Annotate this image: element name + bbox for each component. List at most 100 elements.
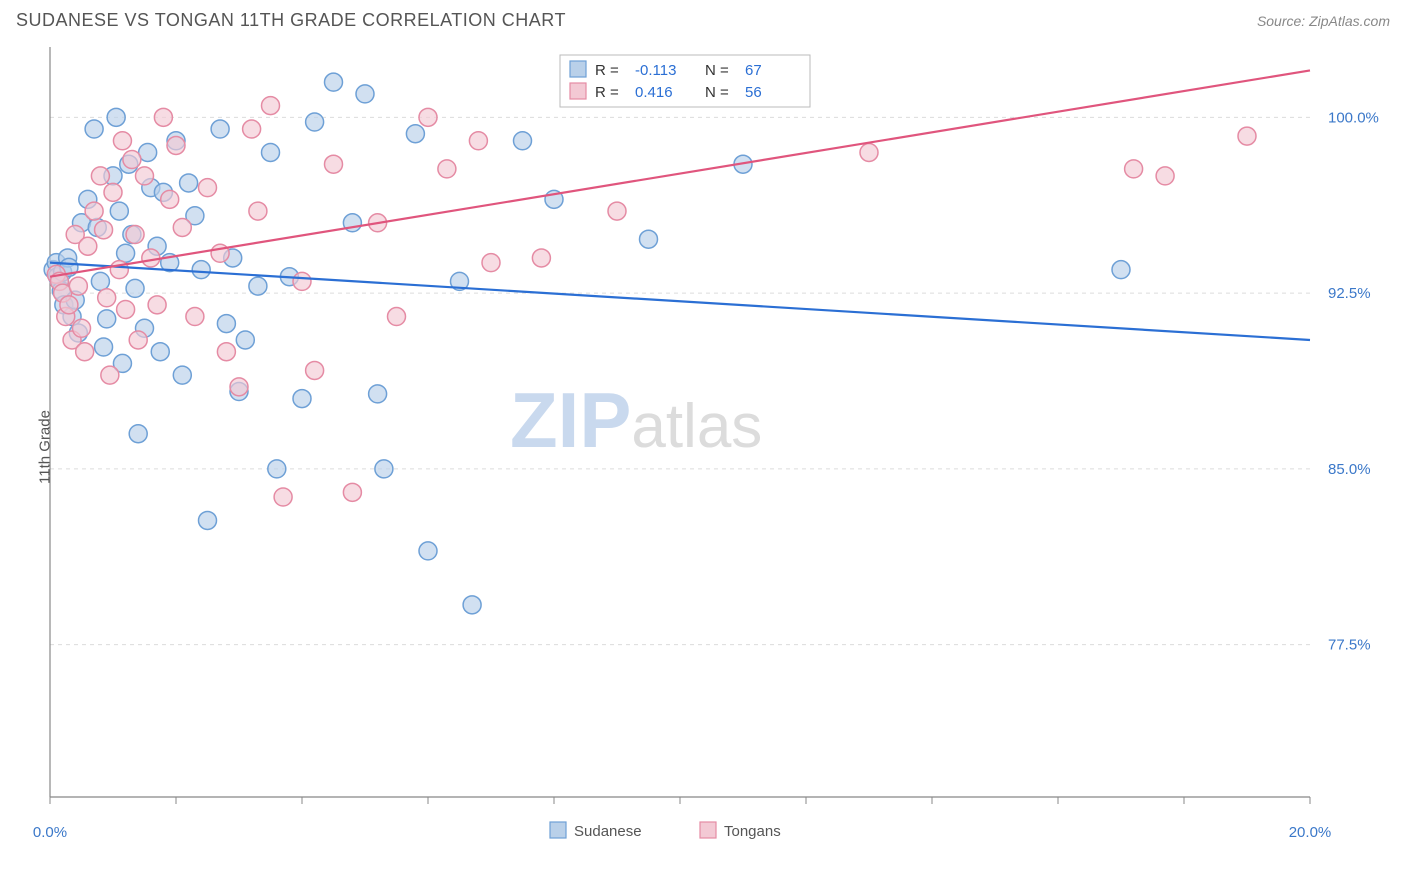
data-point [161,190,179,208]
data-point [136,167,154,185]
legend-n-value: 67 [745,62,762,79]
y-tick-label: 92.5% [1328,285,1371,302]
data-point [60,296,78,314]
data-point [406,125,424,143]
data-point [117,301,135,319]
data-point [167,136,185,154]
data-point [1156,167,1174,185]
data-point [249,202,267,220]
data-point [211,120,229,138]
legend-r-label: R = [595,84,619,101]
data-point [469,132,487,150]
legend-swatch [570,61,586,77]
data-point [199,511,217,529]
data-point [463,596,481,614]
data-point [173,218,191,236]
data-point [262,97,280,115]
data-point [438,160,456,178]
y-tick-label: 85.0% [1328,461,1371,478]
legend-n-value: 56 [745,84,762,101]
data-point [126,279,144,297]
data-point [343,483,361,501]
data-point [85,202,103,220]
data-point [73,319,91,337]
data-point [148,296,166,314]
data-point [419,108,437,126]
data-point [306,361,324,379]
data-point [860,143,878,161]
data-point [532,249,550,267]
data-point [514,132,532,150]
bottom-legend-swatch [700,822,716,838]
data-point [129,331,147,349]
data-point [110,202,128,220]
data-point [95,338,113,356]
data-point [262,143,280,161]
x-tick-label: 20.0% [1289,824,1332,841]
data-point [375,460,393,478]
chart-header: SUDANESE VS TONGAN 11TH GRADE CORRELATIO… [0,0,1406,37]
y-tick-label: 100.0% [1328,109,1379,126]
data-point [199,179,217,197]
data-point [249,277,267,295]
data-point [113,132,131,150]
data-point [107,108,125,126]
bottom-legend-swatch [550,822,566,838]
data-point [293,390,311,408]
data-point [142,249,160,267]
bottom-legend-label: Tongans [724,823,781,840]
data-point [306,113,324,131]
chart-title: SUDANESE VS TONGAN 11TH GRADE CORRELATIO… [16,10,566,31]
data-point [76,343,94,361]
data-point [91,272,109,290]
watermark: ZIPatlas [510,376,762,464]
data-point [117,244,135,262]
data-point [123,151,141,169]
data-point [85,120,103,138]
data-point [129,425,147,443]
data-point [243,120,261,138]
y-tick-label: 77.5% [1328,637,1371,654]
data-point [608,202,626,220]
data-point [95,221,113,239]
data-point [482,254,500,272]
data-point [104,183,122,201]
data-point [356,85,374,103]
data-point [217,315,235,333]
data-point [1112,261,1130,279]
data-point [126,226,144,244]
data-point [192,261,210,279]
data-point [236,331,254,349]
data-point [325,73,343,91]
data-point [180,174,198,192]
data-point [154,108,172,126]
data-point [217,343,235,361]
legend-r-label: R = [595,62,619,79]
data-point [91,167,109,185]
data-point [640,230,658,248]
data-point [268,460,286,478]
source-label: Source: ZipAtlas.com [1257,13,1390,29]
data-point [1125,160,1143,178]
data-point [173,366,191,384]
data-point [101,366,119,384]
x-tick-label: 0.0% [33,824,67,841]
legend-r-value: -0.113 [635,62,676,79]
data-point [98,310,116,328]
scatter-chart: 77.5% 85.0% 92.5% 100.0% ZIPatlas 0.0% 20.0% R … [0,37,1406,857]
legend-swatch [570,83,586,99]
data-point [293,272,311,290]
data-point [69,277,87,295]
data-point [274,488,292,506]
data-point [1238,127,1256,145]
bottom-legend-label: Sudanese [574,823,642,840]
data-point [369,385,387,403]
chart-container: 11th Grade 77.5%85.0%92.5%100.0%ZIPatlas… [0,37,1406,857]
legend-n-label: N = [705,84,729,101]
data-point [325,155,343,173]
data-point [419,542,437,560]
data-point [79,237,97,255]
data-point [186,308,204,326]
legend-r-value: 0.416 [635,84,673,101]
legend-n-label: N = [705,62,729,79]
